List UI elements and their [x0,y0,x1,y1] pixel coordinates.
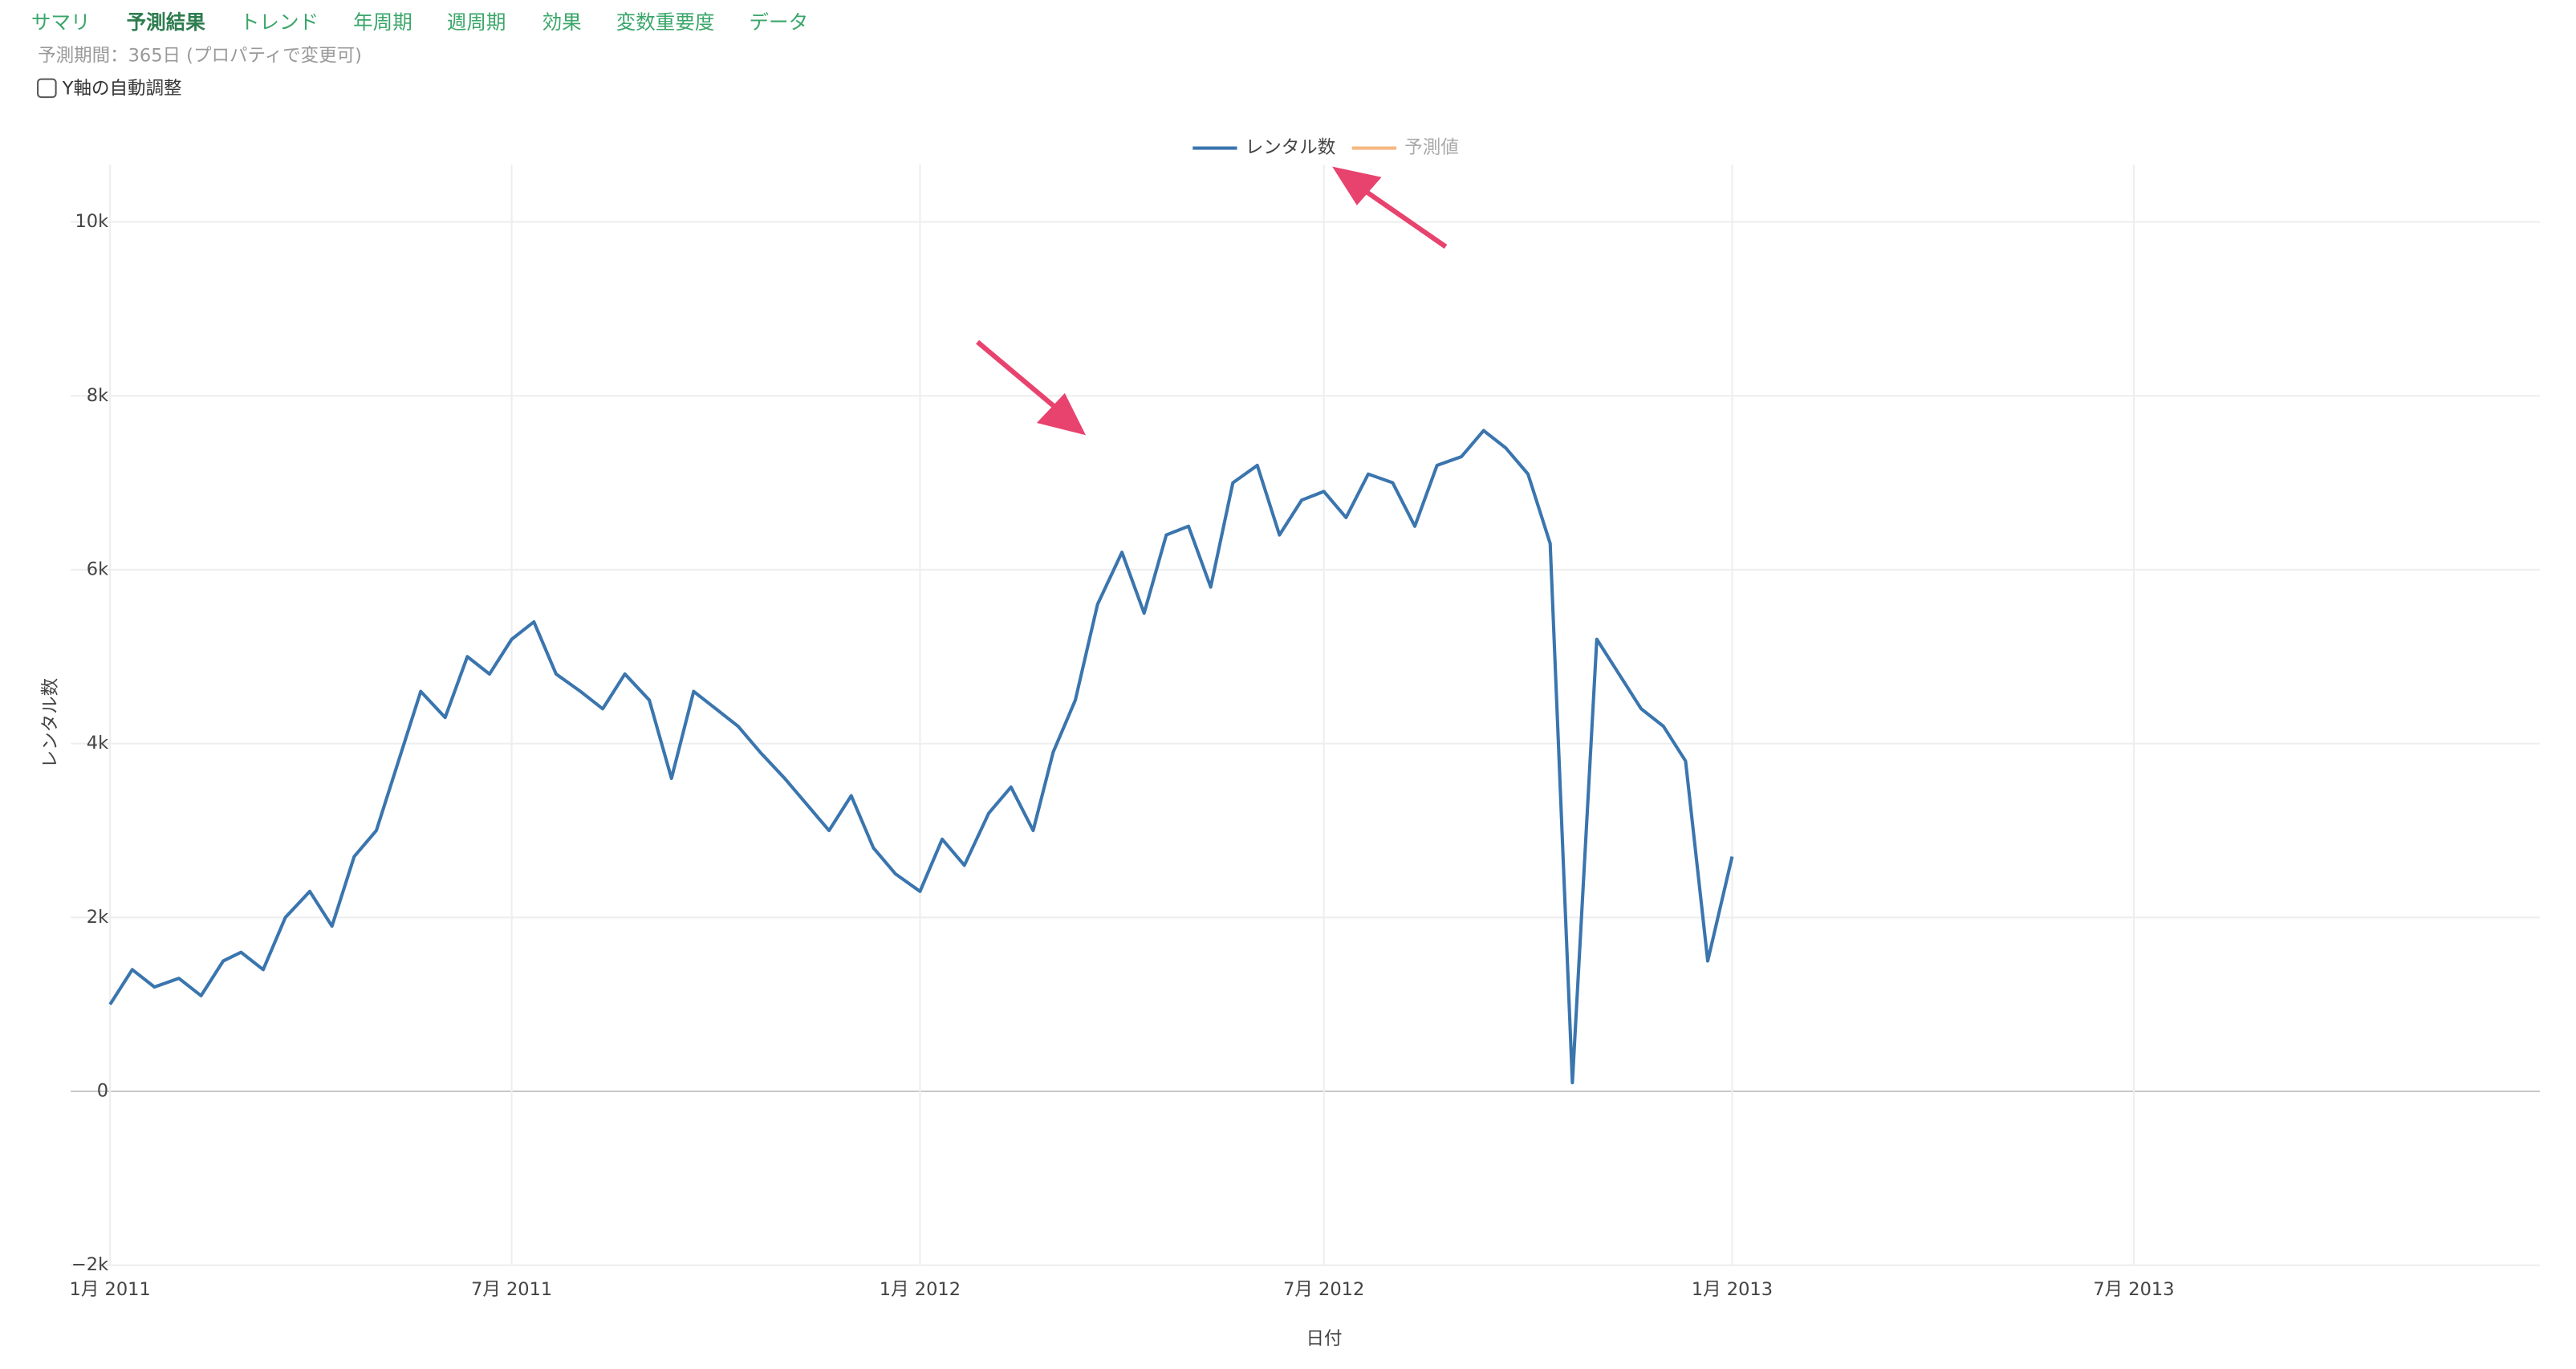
tab[interactable]: データ [750,10,809,34]
y-tick-label: 10k [75,211,108,232]
legend-label[interactable]: レンタル数 [1245,137,1336,158]
arrow [1359,185,1448,249]
tab[interactable]: 週周期 [447,10,506,34]
y-tick-label: −2k [71,1254,108,1275]
x-axis-title: 日付 [1306,1328,1343,1349]
tab[interactable]: 効果 [542,10,582,34]
x-tick-label: 7月 2011 [471,1279,552,1300]
arrow-head [1332,166,1382,205]
annotation-arrows [976,166,1448,436]
y-axis-title: レンタル数 [40,678,61,769]
tab[interactable]: 変数重要度 [616,10,715,34]
y-tick-label: 6k [87,559,108,579]
tab-bar: サマリ 予測結果 トレンド 年周期 週周期 効果 変数重要度 データ [31,10,808,34]
y-tick-label: 0 [97,1080,108,1101]
arrow [976,339,1062,413]
tab[interactable]: 年周期 [353,10,412,34]
y-tick-label: 8k [87,385,108,406]
period-note: 予測期間：365日 (プロパティで変更可) [38,45,362,66]
tab[interactable]: トレンド [240,10,319,34]
checkbox[interactable] [37,78,57,99]
y-tick-label: 4k [87,733,108,754]
tab[interactable]: サマリ [31,10,91,34]
tab[interactable]: 予測結果 [127,10,206,34]
x-tick-label: 1月 2013 [1692,1279,1773,1300]
legend-label[interactable]: 予測値 [1404,137,1459,158]
x-tick-label: 1月 2012 [880,1279,961,1300]
arrow-head [1036,392,1087,436]
x-tick-label: 1月 2011 [70,1279,151,1300]
y-tick-label: 2k [87,907,108,928]
x-tick-label: 7月 2013 [2093,1279,2174,1300]
series-line [108,429,1734,1085]
x-tick-label: 7月 2012 [1283,1279,1364,1300]
checkbox-label[interactable]: Y軸の自動調整 [62,78,182,99]
